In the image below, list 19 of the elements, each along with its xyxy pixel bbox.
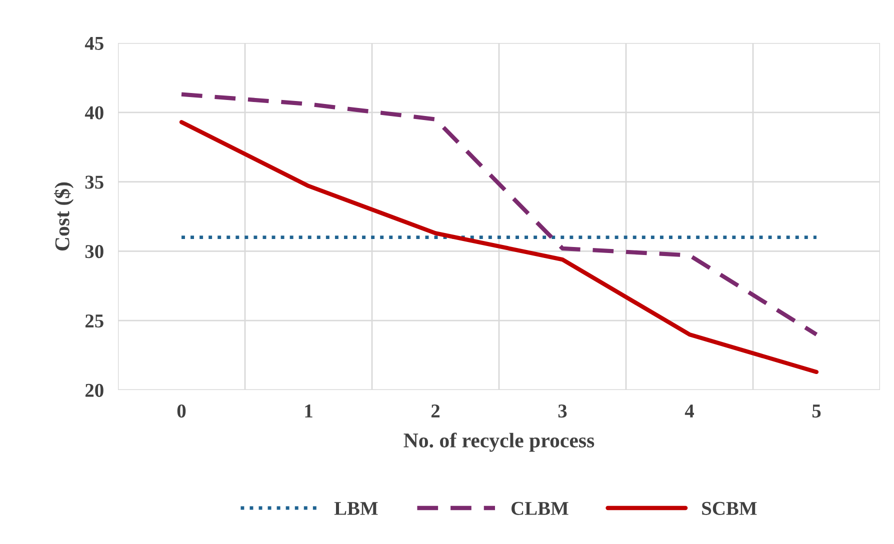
y-tick-label: 35: [85, 176, 104, 189]
y-axis-title: Cost ($): [54, 182, 74, 250]
x-tick-label: 2: [431, 404, 440, 418]
x-tick-label: 3: [558, 404, 567, 418]
x-axis-title: No. of recycle process: [404, 432, 594, 452]
y-tick-label: 20: [85, 384, 104, 397]
y-tick-label: 40: [84, 106, 104, 120]
x-tick-label: 4: [684, 404, 694, 418]
x-tick-label: 5: [812, 404, 821, 418]
x-tick-label: 1: [305, 404, 312, 418]
y-tick-label: 30: [85, 245, 104, 258]
line-series: [179, 92, 819, 337]
x-tick-label: 0: [177, 404, 186, 418]
legend-label: SCBM: [702, 502, 757, 515]
y-tick-label: 45: [84, 36, 104, 50]
legend-label: CLBM: [512, 502, 568, 515]
line-series: [179, 120, 819, 374]
y-tick-label: 25: [85, 314, 104, 328]
legend-label: LBM: [334, 502, 378, 515]
